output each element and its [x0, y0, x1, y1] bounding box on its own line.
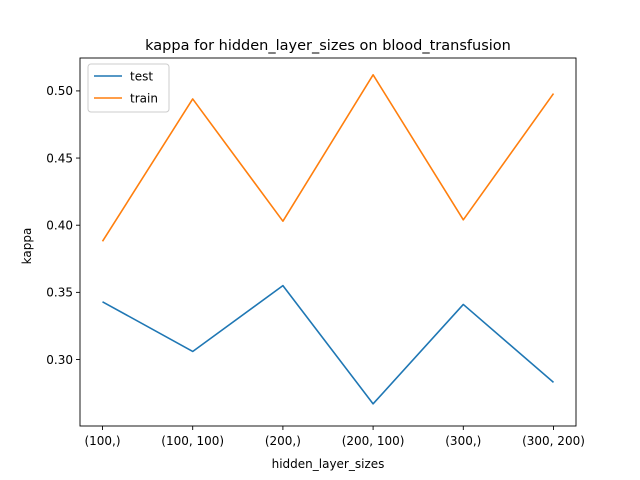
y-tick-label: 0.50 [46, 84, 73, 98]
x-tick-label: (200, 100) [342, 434, 405, 448]
ticks-layer: (100,) (100, 100) (200,) (200, 100) (300,) (3… [46, 84, 585, 448]
x-axis-label: hidden_layer_sizes [272, 457, 385, 471]
y-tick-label: 0.40 [46, 219, 73, 233]
x-tick-label: (200,) [265, 434, 301, 448]
y-tick-label: 0.45 [46, 151, 73, 165]
x-tick-label: (100,) [84, 434, 120, 448]
y-axis-label: kappa [20, 228, 34, 265]
y-tick-label: 0.35 [46, 286, 73, 300]
series-line-train [101, 73, 555, 242]
chart-title: kappa for hidden_layer_sizes on blood_tr… [145, 38, 511, 54]
y-tick-label: 0.30 [46, 353, 73, 367]
series-line-test [102, 284, 555, 405]
plot-frame [79, 57, 577, 427]
x-tick-label: (300,) [445, 434, 481, 448]
legend-label-train: train [130, 91, 158, 105]
x-tick-label: (300, 200) [522, 434, 585, 448]
x-tick-label: (100, 100) [161, 434, 224, 448]
legend: test train [87, 63, 170, 113]
axes-layer [79, 57, 577, 427]
series-layer [101, 73, 555, 405]
legend-label-test: test [130, 69, 153, 83]
